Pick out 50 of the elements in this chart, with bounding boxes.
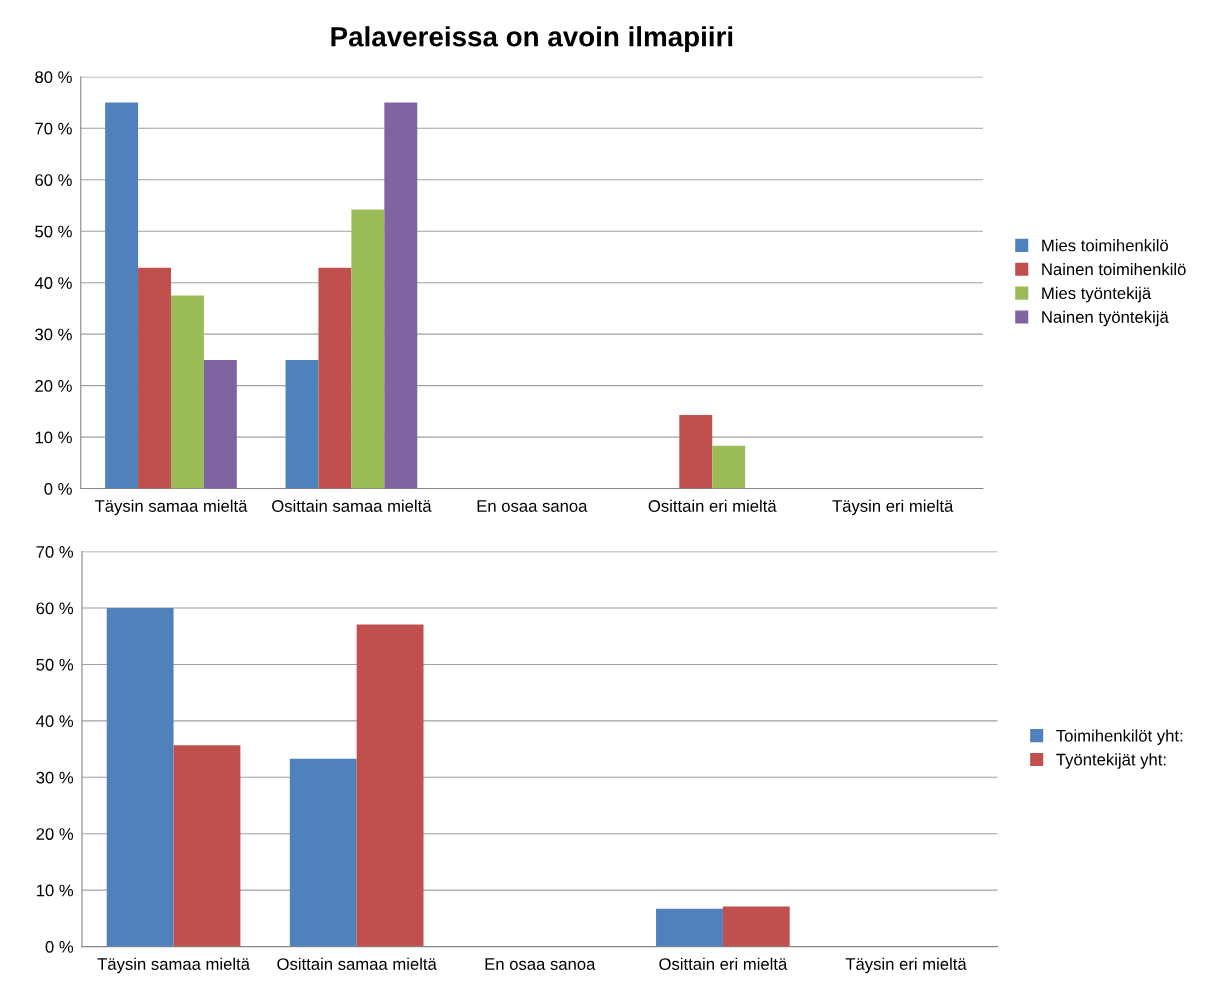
bar — [351, 209, 385, 489]
y-tick-label: 20 % — [35, 380, 72, 392]
y-tick-label: 20 % — [36, 828, 74, 840]
y-tick-label: 50 % — [36, 658, 74, 671]
bar — [285, 359, 319, 489]
x-tick-label: Täysin eri mieltä — [845, 957, 967, 974]
y-tick-label: 10 % — [35, 431, 72, 444]
y-tick-label: 70 % — [35, 122, 72, 135]
bar — [105, 102, 139, 489]
bar — [106, 608, 174, 947]
x-tick-label: Osittain samaa mieltä — [272, 499, 432, 512]
y-tick-label: 60 % — [36, 602, 74, 615]
bar — [138, 267, 171, 489]
legend-label: Työntekijät yht: — [1056, 753, 1166, 769]
y-tick-label: 30 % — [35, 328, 72, 341]
legend-label: Toimihenkilöt yht: — [1056, 729, 1183, 745]
y-tick-label: 40 % — [34, 277, 72, 289]
x-tick-label: Osittain eri mieltä — [648, 499, 777, 512]
x-tick-label: Osittain eri mieltä — [659, 957, 788, 970]
legend-label: Mies työntekijä — [1042, 286, 1152, 303]
y-tick-label: 60 % — [35, 174, 72, 186]
legend-label: Nainen työntekijä — [1042, 310, 1169, 327]
x-tick-label: En osaa sanoa — [477, 500, 588, 512]
x-tick-label: Osittain samaa mieltä — [277, 957, 437, 970]
y-tick-label: 30 % — [36, 771, 74, 784]
y-tick-label: 50 % — [35, 225, 72, 238]
x-tick-label: Täysin samaa mieltä — [97, 957, 250, 974]
bar — [173, 745, 241, 947]
x-tick-label: Täysin eri mieltä — [832, 499, 954, 516]
bar — [289, 758, 357, 947]
x-tick-label: Täysin samaa mieltä — [94, 499, 248, 516]
bar — [722, 906, 790, 947]
bar — [712, 445, 746, 489]
bar — [170, 295, 204, 489]
bar — [384, 102, 418, 489]
bar — [203, 359, 237, 489]
y-tick-label: 40 % — [36, 715, 74, 728]
y-tick-label: 70 % — [36, 546, 74, 558]
chart-title: Palavereissa on avoin ilmapiiri — [331, 26, 733, 53]
x-tick-label: En osaa sanoa — [485, 958, 596, 970]
y-tick-label: 0 % — [45, 940, 74, 953]
bar — [318, 267, 352, 489]
bar — [656, 908, 723, 947]
bar — [679, 414, 713, 489]
legend-label: Nainen toimihenkilö — [1042, 262, 1186, 276]
y-tick-label: 0 % — [44, 482, 72, 495]
legend-label: Mies toimihenkilö — [1042, 239, 1169, 252]
bar — [356, 624, 424, 947]
y-tick-label: 10 % — [36, 884, 74, 897]
y-tick-label: 80 % — [35, 71, 72, 84]
